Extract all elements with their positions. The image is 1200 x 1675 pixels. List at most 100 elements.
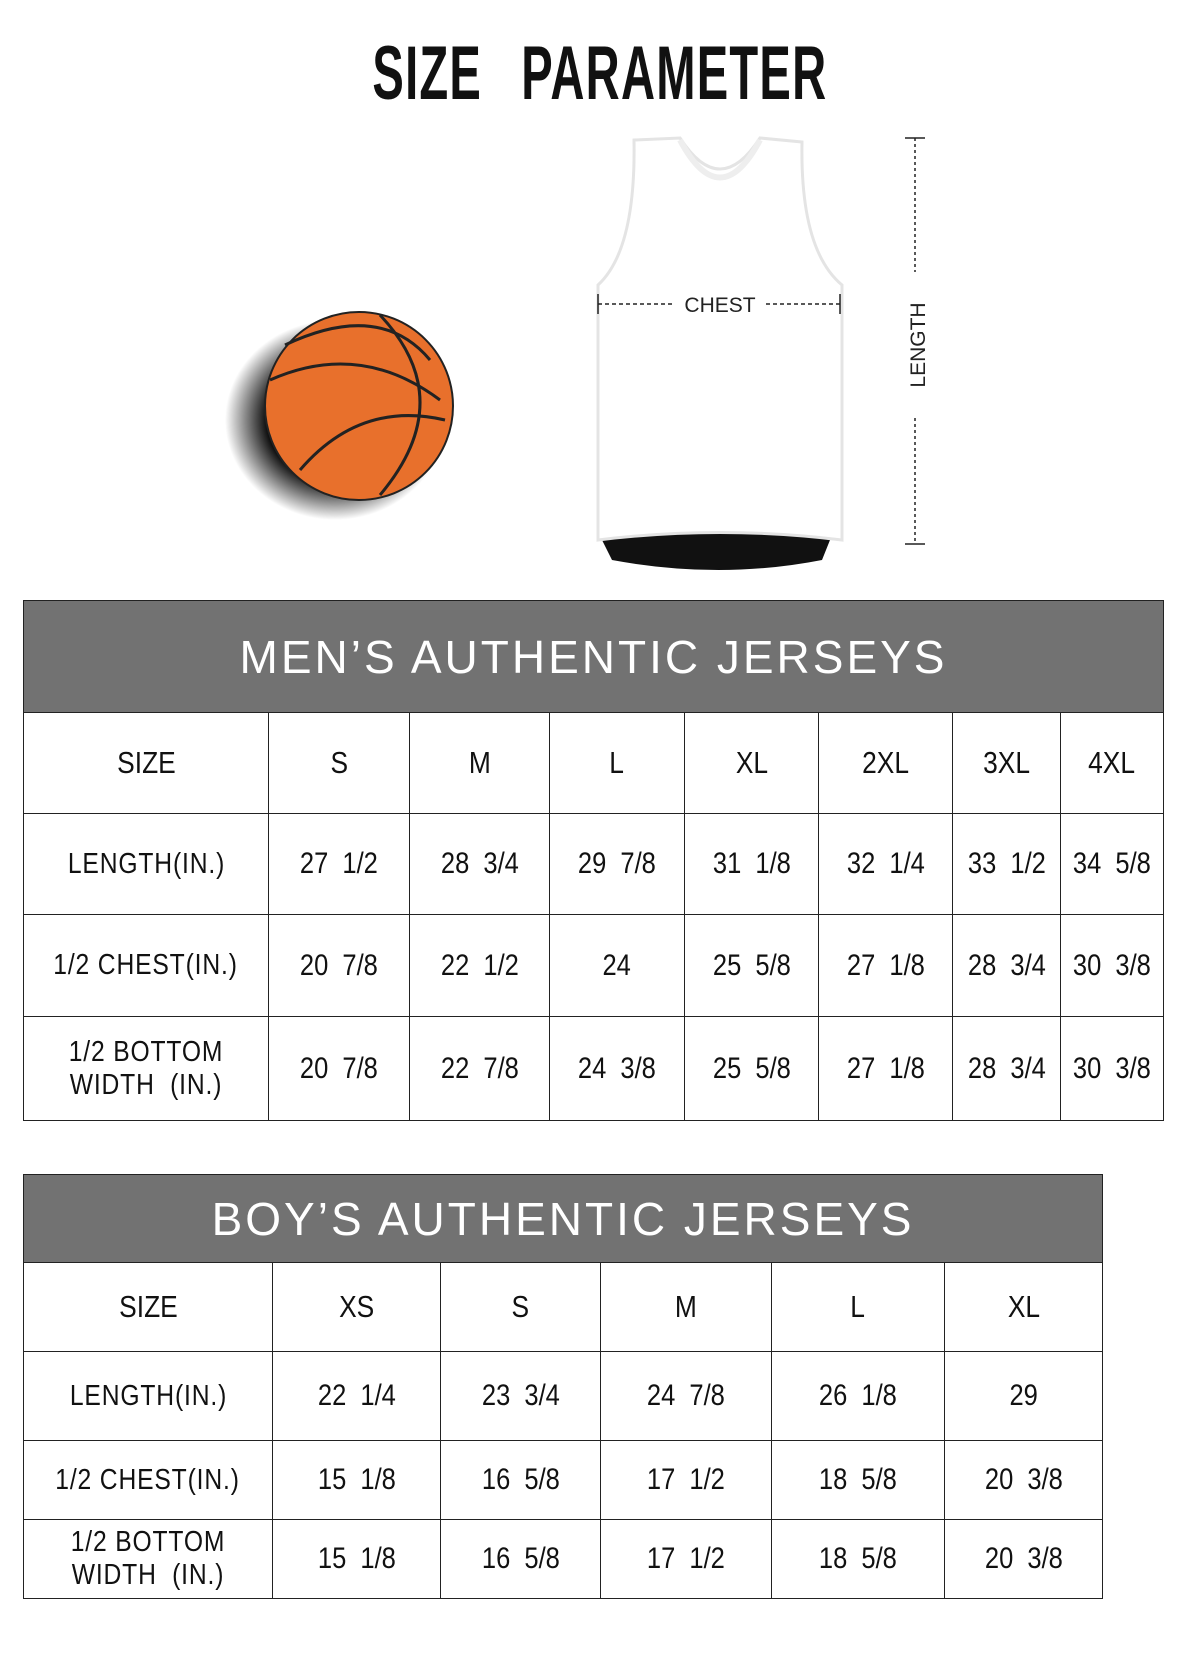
table-row: LENGTH(IN.) 27 1/2 28 3/4 29 7/8 31 1/8 32 1/… bbox=[23, 813, 1164, 915]
boys-table-title: BOY’S AUTHENTIC JERSEYS bbox=[22, 1174, 1104, 1263]
size-cell: S bbox=[268, 712, 410, 814]
size-cell-text: S bbox=[330, 745, 348, 780]
size-cell: S bbox=[440, 1262, 601, 1352]
value-cell: 18 5/8 bbox=[771, 1519, 945, 1599]
size-cell: 2XL bbox=[818, 712, 953, 814]
mens-table-title: MEN’S AUTHENTIC JERSEYS bbox=[23, 600, 1164, 713]
value-cell-text: 32 1/4 bbox=[846, 847, 925, 880]
table-row: 1/2 CHEST(IN.) 15 1/8 16 5/8 17 1/2 18 5/8 20… bbox=[23, 1440, 1104, 1520]
value-cell-text: 23 3/4 bbox=[481, 1379, 560, 1412]
value-cell: 22 1/4 bbox=[272, 1351, 441, 1441]
size-cell: 3XL bbox=[952, 712, 1061, 814]
chest-label: CHEST bbox=[684, 294, 755, 317]
table-row: 1/2 BOTTOM WIDTH (IN.) 20 7/8 22 7/8 24 3/8… bbox=[23, 1016, 1164, 1121]
value-cell: 20 7/8 bbox=[268, 914, 410, 1017]
value-cell-text: 20 3/8 bbox=[984, 1542, 1063, 1575]
value-cell: 16 5/8 bbox=[440, 1519, 601, 1599]
value-cell: 24 bbox=[549, 914, 685, 1017]
table-row: 1/2 CHEST(IN.) 20 7/8 22 1/2 24 25 5/8 27 1/8… bbox=[23, 914, 1164, 1017]
value-cell: 17 1/2 bbox=[600, 1440, 772, 1520]
value-cell: 15 1/8 bbox=[272, 1519, 441, 1599]
value-cell-text: 34 5/8 bbox=[1073, 847, 1151, 880]
value-cell-text: 27 1/8 bbox=[846, 948, 925, 982]
value-cell: 33 1/2 bbox=[952, 813, 1061, 915]
row-label-cell: 1/2 CHEST(IN.) bbox=[23, 914, 269, 1017]
size-cell-text: L bbox=[609, 745, 625, 780]
value-cell: 24 7/8 bbox=[600, 1351, 772, 1441]
value-cell: 25 5/8 bbox=[684, 914, 819, 1017]
size-cell: XL bbox=[684, 712, 819, 814]
value-cell-text: 15 1/8 bbox=[317, 1542, 396, 1575]
value-cell: 30 3/8 bbox=[1060, 1016, 1164, 1121]
size-cell-text: M bbox=[468, 745, 491, 780]
value-cell-text: 27 1/8 bbox=[846, 1051, 925, 1085]
jersey-diagram: CHEST LENGTH bbox=[225, 136, 930, 570]
value-cell: 16 5/8 bbox=[440, 1440, 601, 1520]
value-cell-text: 27 1/2 bbox=[300, 847, 378, 880]
value-cell-text: 24 7/8 bbox=[647, 1379, 725, 1412]
value-cell-text: 26 1/8 bbox=[819, 1379, 897, 1412]
row-label-cell: 1/2 CHEST(IN.) bbox=[23, 1440, 273, 1520]
row-label-cell-text: LENGTH(IN.) bbox=[67, 847, 225, 880]
value-cell-text: 20 7/8 bbox=[300, 1051, 378, 1085]
size-cell-text: 4XL bbox=[1088, 745, 1136, 780]
value-cell-text: 17 1/2 bbox=[647, 1463, 725, 1496]
value-cell: 27 1/8 bbox=[818, 1016, 953, 1121]
value-cell: 22 1/2 bbox=[409, 914, 550, 1017]
size-cell-text: S bbox=[511, 1289, 530, 1324]
value-cell: 28 3/4 bbox=[409, 813, 550, 915]
table-row: 1/2 BOTTOM WIDTH (IN.) 15 1/8 16 5/8 17 1/2… bbox=[23, 1519, 1104, 1599]
value-cell-text: 29 bbox=[1009, 1379, 1038, 1412]
value-cell-text: 29 7/8 bbox=[578, 847, 656, 880]
value-cell: 23 3/4 bbox=[440, 1351, 601, 1441]
value-cell: 29 7/8 bbox=[549, 813, 685, 915]
value-cell-text: 22 1/4 bbox=[317, 1379, 396, 1412]
row-label-cell: LENGTH(IN.) bbox=[23, 813, 269, 915]
value-cell-text: 31 1/8 bbox=[712, 847, 791, 880]
value-cell-text: 24 3/8 bbox=[578, 1051, 656, 1085]
value-cell: 29 bbox=[943, 1351, 1104, 1441]
size-header-row: SIZE XS S M L XL bbox=[23, 1262, 1104, 1352]
size-cell: L bbox=[771, 1262, 945, 1352]
value-cell-text: 28 3/4 bbox=[967, 948, 1046, 982]
size-cell: 4XL bbox=[1060, 712, 1164, 814]
value-cell-text: 17 1/2 bbox=[647, 1542, 725, 1575]
row-label-cell-text: 1/2 BOTTOM WIDTH (IN.) bbox=[70, 1526, 233, 1591]
mens-size-table: MEN’S AUTHENTIC JERSEYS SIZE S M L XL 2XL 3XL 4… bbox=[23, 600, 1164, 1121]
basketball-icon bbox=[225, 311, 454, 520]
value-cell-text: 18 5/8 bbox=[819, 1463, 897, 1496]
row-label-cell: LENGTH(IN.) bbox=[23, 1351, 273, 1441]
page-title: SIZE PARAMETER bbox=[372, 31, 828, 116]
size-cell: L bbox=[549, 712, 685, 814]
length-measure-line bbox=[905, 137, 925, 545]
value-cell-text: 22 1/2 bbox=[440, 948, 519, 982]
value-cell-text: 30 3/8 bbox=[1073, 1051, 1151, 1085]
value-cell-text: 22 7/8 bbox=[440, 1051, 519, 1085]
value-cell: 22 7/8 bbox=[409, 1016, 550, 1121]
size-label-cell: SIZE bbox=[23, 1262, 273, 1352]
size-cell: XS bbox=[272, 1262, 441, 1352]
value-cell: 30 3/8 bbox=[1060, 914, 1164, 1017]
value-cell: 34 5/8 bbox=[1060, 813, 1164, 915]
size-cell-text: XL bbox=[1007, 1289, 1040, 1324]
row-label-cell-text: 1/2 CHEST(IN.) bbox=[55, 1463, 241, 1496]
value-cell: 28 3/4 bbox=[952, 914, 1061, 1017]
value-cell: 15 1/8 bbox=[272, 1440, 441, 1520]
value-cell: 26 1/8 bbox=[771, 1351, 945, 1441]
size-cell-text: XS bbox=[338, 1289, 375, 1324]
value-cell-text: 16 5/8 bbox=[481, 1542, 560, 1575]
value-cell-text: 18 5/8 bbox=[819, 1542, 897, 1575]
value-cell-text: 28 3/4 bbox=[440, 847, 519, 880]
size-cell-text: XL bbox=[735, 745, 768, 780]
table-row: LENGTH(IN.) 22 1/4 23 3/4 24 7/8 26 1/8 29 bbox=[23, 1351, 1104, 1441]
size-cell-text: L bbox=[850, 1289, 866, 1324]
size-cell-text: 3XL bbox=[983, 745, 1030, 780]
value-cell-text: 25 5/8 bbox=[712, 1051, 791, 1085]
value-cell-text: 20 3/8 bbox=[984, 1463, 1063, 1496]
row-label-cell: 1/2 BOTTOM WIDTH (IN.) bbox=[23, 1519, 273, 1599]
size-label-cell-text: SIZE bbox=[116, 745, 176, 780]
value-cell-text: 30 3/8 bbox=[1073, 948, 1151, 982]
size-cell: M bbox=[409, 712, 550, 814]
value-cell-text: 33 1/2 bbox=[967, 847, 1046, 880]
size-cell-text: M bbox=[675, 1289, 697, 1324]
